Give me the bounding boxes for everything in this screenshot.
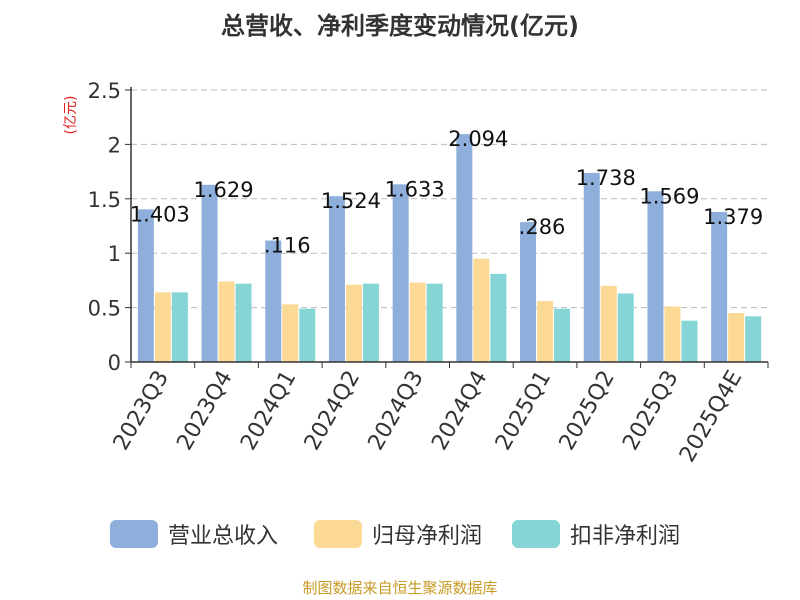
bar-net-profit-2024Q3 xyxy=(409,282,426,362)
bar-revenue-2024Q3 xyxy=(392,184,409,362)
x-tick-label-2025Q3: 2025Q3 xyxy=(618,367,683,455)
bar-net-profit-2024Q1 xyxy=(282,304,299,362)
y-tick-label: 2.5 xyxy=(88,79,121,103)
bar-net-profit-2023Q3 xyxy=(154,292,171,362)
y-tick-label: 1 xyxy=(108,242,121,266)
bar-non-gaap-2024Q3 xyxy=(426,283,443,362)
bar-non-gaap-2024Q2 xyxy=(362,283,379,362)
bar-revenue-2025Q4E xyxy=(711,211,728,362)
x-tick-label-2025Q1: 2025Q1 xyxy=(491,367,556,455)
legend-item-net-profit[interactable]: 归母净利润 xyxy=(314,517,482,551)
data-label-revenue-2023Q3: 1.403 xyxy=(130,202,190,226)
bar-revenue-2024Q2 xyxy=(328,196,345,362)
legend-label-net-profit: 归母净利润 xyxy=(372,524,483,549)
bar-non-gaap-2025Q1 xyxy=(554,308,571,362)
legend-label-revenue: 营业总收入 xyxy=(168,524,279,549)
bar-net-profit-2025Q4E xyxy=(728,313,745,362)
bar-non-gaap-2023Q3 xyxy=(171,292,188,362)
bar-revenue-2025Q1 xyxy=(520,222,537,362)
bar-revenue-2025Q3 xyxy=(647,191,664,362)
legend-swatch-non-gaap xyxy=(512,520,560,548)
bar-net-profit-2023Q4 xyxy=(218,281,235,362)
data-label-revenue-2025Q3: 1.569 xyxy=(639,184,699,208)
x-tick-label-2024Q1: 2024Q1 xyxy=(236,367,301,455)
x-tick-label-2023Q4: 2023Q4 xyxy=(172,367,237,455)
bar-net-profit-2024Q2 xyxy=(345,284,362,362)
bar-non-gaap-2023Q4 xyxy=(235,283,252,362)
x-tick-label-2024Q2: 2024Q2 xyxy=(300,367,365,455)
bar-revenue-2024Q1 xyxy=(265,240,282,362)
bar-non-gaap-2025Q4E xyxy=(745,316,762,362)
bar-non-gaap-2025Q3 xyxy=(681,320,698,362)
data-label-revenue-2023Q4: 1.629 xyxy=(193,178,253,202)
bar-non-gaap-2024Q4 xyxy=(490,273,507,362)
y-tick-label: 0 xyxy=(108,351,121,375)
data-label-revenue-2024Q3: 1.633 xyxy=(385,177,445,201)
x-tick-label-2023Q3: 2023Q3 xyxy=(109,367,174,455)
bar-net-profit-2025Q1 xyxy=(537,301,554,362)
data-label-revenue-2024Q1: .116 xyxy=(264,234,311,258)
legend-swatch-net-profit xyxy=(314,520,362,548)
legend-item-non-gaap[interactable]: 扣非净利润 xyxy=(512,517,680,551)
data-label-revenue-2025Q2: 1.738 xyxy=(576,166,636,190)
bar-non-gaap-2024Q1 xyxy=(299,308,316,362)
y-tick-label: 1.5 xyxy=(88,188,121,212)
bar-revenue-2023Q4 xyxy=(201,184,218,362)
legend-label-non-gaap: 扣非净利润 xyxy=(570,524,681,549)
data-label-revenue-2024Q4: 2.094 xyxy=(448,127,508,151)
bar-non-gaap-2025Q2 xyxy=(617,293,634,362)
legend-swatch-revenue xyxy=(110,520,158,548)
data-label-revenue-2025Q1: .286 xyxy=(519,215,566,239)
y-axis-unit-label: (亿元) xyxy=(63,96,79,135)
bar-net-profit-2025Q3 xyxy=(664,306,681,362)
source-note: 制图数据来自恒生聚源数据库 xyxy=(302,579,498,597)
bar-net-profit-2024Q4 xyxy=(473,258,490,362)
bars xyxy=(137,134,762,362)
legend-item-revenue[interactable]: 营业总收入 xyxy=(110,517,278,551)
bar-net-profit-2025Q2 xyxy=(600,285,617,362)
x-tick-label-2025Q4E: 2025Q4E xyxy=(675,367,747,467)
x-tick-label-2025Q2: 2025Q2 xyxy=(555,367,620,455)
bar-revenue-2025Q2 xyxy=(583,172,600,362)
y-tick-label: 0.5 xyxy=(88,297,121,321)
data-label-revenue-2025Q4E: 1.379 xyxy=(703,205,763,229)
chart-title: 总营收、净利季度变动情况(亿元) xyxy=(221,12,579,40)
bar-revenue-2023Q3 xyxy=(137,209,154,362)
x-tick-label-2024Q4: 2024Q4 xyxy=(427,366,492,454)
bar-revenue-2024Q4 xyxy=(456,134,473,362)
x-tick-label-2024Q3: 2024Q3 xyxy=(364,367,429,455)
data-label-revenue-2024Q2: 1.524 xyxy=(321,189,381,213)
y-tick-label: 2 xyxy=(108,133,121,157)
